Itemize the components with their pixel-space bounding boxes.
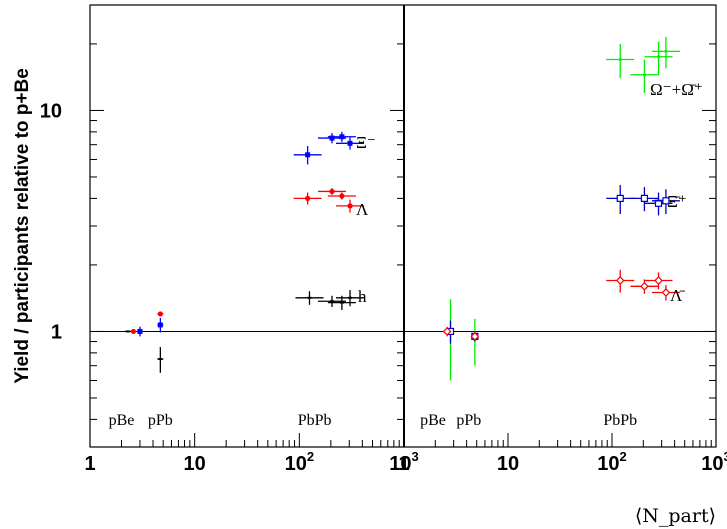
data-point <box>657 55 661 59</box>
x-tick-label: 103 <box>389 449 418 475</box>
x-tick-label: 102 <box>597 449 626 475</box>
series-0-1 <box>130 188 365 335</box>
series-label: Λ̄ <box>670 286 685 305</box>
data-point <box>347 140 353 146</box>
data-point <box>616 194 624 202</box>
series-0-2 <box>124 290 365 373</box>
collision-label: PbPb <box>603 412 637 429</box>
series-label: h <box>358 287 367 306</box>
collision-label: pBe <box>420 412 446 429</box>
data-point <box>640 281 649 291</box>
data-point <box>339 134 345 140</box>
data-marks <box>124 36 680 381</box>
series-1-1 <box>446 184 680 344</box>
data-point <box>329 188 335 195</box>
data-point <box>642 73 646 77</box>
data-point <box>615 276 625 285</box>
data-point <box>137 328 143 334</box>
data-point <box>305 195 311 201</box>
data-point <box>640 194 649 202</box>
data-point <box>618 58 622 62</box>
x-tick-label: 10 <box>497 453 519 475</box>
data-point <box>329 135 335 141</box>
series-label: Ξ̄⁺ <box>667 192 687 211</box>
collision-label: PbPb <box>298 412 332 429</box>
y-axis-label: Yield / participants relative to p+Be <box>12 68 33 384</box>
series-label: Λ <box>356 200 369 219</box>
series-label: Ω⁻+Ω̄⁺ <box>650 80 703 99</box>
series-1-2 <box>442 269 680 341</box>
data-point <box>664 49 668 53</box>
data-point <box>339 193 345 199</box>
collision-label: pBe <box>109 412 135 429</box>
data-point <box>157 311 163 317</box>
data-point <box>662 197 670 205</box>
x-tick-label: 1 <box>84 453 95 475</box>
data-point <box>347 203 353 209</box>
x-axis-label: ⟨N_part⟩ <box>635 505 716 527</box>
axes <box>89 4 717 448</box>
collision-label: pPb <box>456 412 481 429</box>
data-point <box>470 332 480 341</box>
data-point <box>305 152 311 158</box>
x-tick-label: 103 <box>701 449 727 475</box>
x-tick-label: 102 <box>285 449 314 475</box>
collision-label: pPb <box>148 412 173 429</box>
y-tick-label: 10 <box>40 100 62 122</box>
data-point <box>157 322 163 328</box>
series-label: Ξ⁻ <box>356 133 376 152</box>
data-point <box>442 327 452 336</box>
labels: 1 10 Yield / participants relative to p+Be… <box>12 68 727 527</box>
data-point <box>661 288 671 297</box>
data-point <box>654 276 663 285</box>
data-point <box>130 328 137 335</box>
y-tick-label: 1 <box>51 321 62 343</box>
x-tick-label: 1 <box>398 453 409 475</box>
series-0-0 <box>136 131 365 337</box>
x-tick-label: 10 <box>184 453 206 475</box>
